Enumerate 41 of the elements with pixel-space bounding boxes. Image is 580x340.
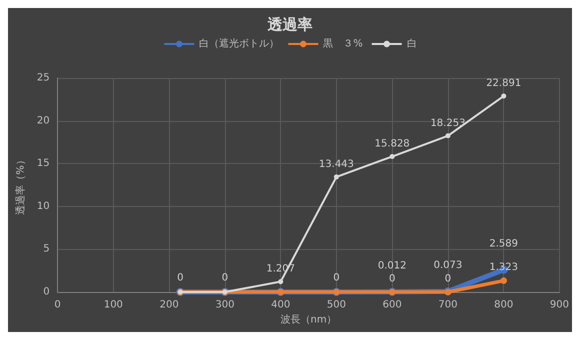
y-tick-label: 0 (43, 286, 50, 298)
point (390, 154, 395, 160)
point (500, 277, 507, 284)
data-label: 0.012 (378, 260, 406, 272)
legend-label: 黒 ３% (323, 38, 363, 50)
chart-title: 透過率 (266, 16, 312, 34)
x-tick-label: 0 (54, 300, 61, 310)
x-tick-label: 700 (438, 300, 458, 310)
point (334, 174, 339, 180)
y-tick-label: 15 (36, 158, 50, 170)
y-axis-title: 透過率（%） (14, 155, 26, 215)
x-tick-label: 300 (215, 300, 234, 310)
legend-label: 白（遮光ボトル） (199, 38, 280, 50)
data-label: 0 (388, 273, 396, 284)
data-label: 22.891 (486, 78, 522, 90)
data-label: 2.589 (489, 238, 518, 250)
data-label: 1.323 (489, 262, 518, 273)
legend-label: 白 (406, 38, 417, 50)
point (445, 133, 450, 138)
x-tick-label: 600 (382, 300, 402, 310)
x-tick-label: 900 (550, 300, 570, 310)
x-tick-label: 800 (494, 300, 514, 310)
data-label: 18.253 (430, 118, 466, 129)
data-label: 0.073 (434, 260, 462, 271)
point (278, 279, 284, 284)
x-tick-label: 500 (326, 300, 346, 310)
x-tick-label: 400 (271, 300, 290, 310)
y-tick-label: 5 (43, 244, 50, 255)
point (501, 94, 506, 99)
data-label: 0 (333, 272, 340, 284)
y-tick-label: 20 (36, 115, 50, 126)
data-label: 0 (444, 273, 452, 284)
data-label: 13.443 (318, 158, 354, 170)
y-tick-label: 10 (36, 200, 50, 212)
data-label: 0 (177, 272, 184, 284)
data-label: 15.828 (374, 138, 410, 150)
x-tick-label: 200 (160, 300, 179, 310)
x-axis-title: 波長（nm） (280, 313, 337, 326)
x-tick-label: 100 (104, 300, 123, 310)
data-label: 0 (222, 272, 228, 284)
y-tick-label: 25 (36, 72, 50, 84)
